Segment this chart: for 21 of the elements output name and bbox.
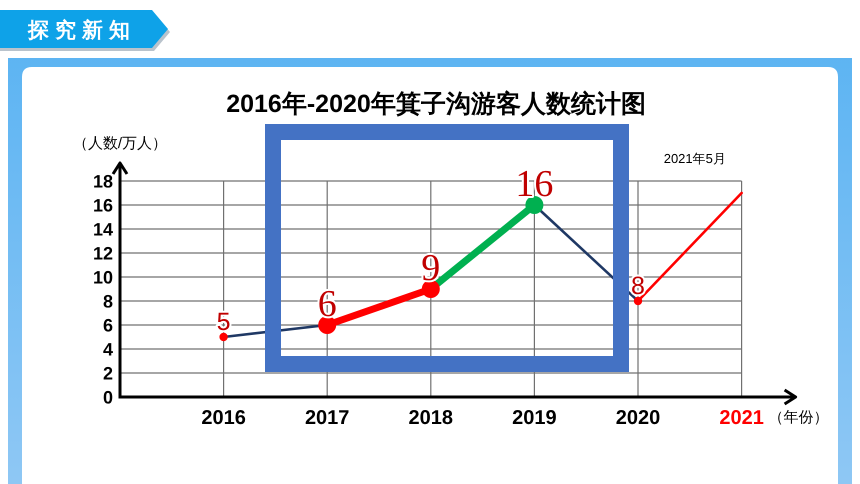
y-tick-label: 8 xyxy=(102,292,113,312)
x-tick-label: 2021 xyxy=(719,407,764,429)
x-tick-label: 2020 xyxy=(616,407,660,429)
y-tick-label: 16 xyxy=(92,196,113,216)
y-tick-label: 12 xyxy=(92,244,113,264)
x-tick-label: 2019 xyxy=(512,407,557,429)
y-tick-label: 6 xyxy=(102,316,113,336)
text: 探究新知 xyxy=(27,18,136,42)
text: 2021年5月 xyxy=(664,151,726,166)
y-axis-title: （人数/万人） xyxy=(72,135,168,152)
x-tick-label: 2017 xyxy=(304,407,350,429)
y-tick-label: 0 xyxy=(102,388,113,408)
chart-title: 2016年-2020年箕子沟游客人数统计图 xyxy=(226,90,646,118)
x-tick-label: 2018 xyxy=(408,407,454,429)
y-tick-label: 4 xyxy=(102,340,113,360)
x-tick-label: 2016 xyxy=(201,407,246,429)
x-axis-title: （年份） xyxy=(768,409,829,426)
y-tick-label: 10 xyxy=(92,268,113,288)
y-tick-label: 14 xyxy=(92,220,113,240)
y-tick-label: 2 xyxy=(102,364,113,384)
y-tick-label: 18 xyxy=(92,172,113,192)
